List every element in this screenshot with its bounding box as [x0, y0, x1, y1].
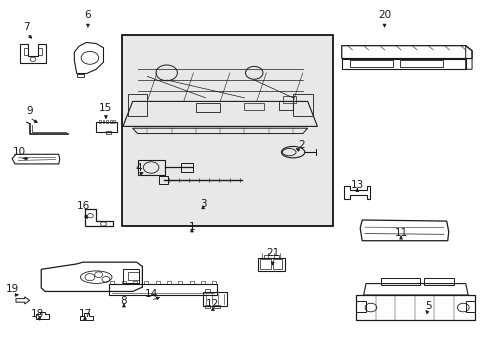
Bar [399, 60, 442, 67]
Text: 21: 21 [265, 248, 279, 258]
Bar [424, 278, 453, 285]
Text: 7: 7 [23, 22, 30, 32]
Bar [133, 281, 137, 284]
Text: 18: 18 [31, 309, 44, 319]
Bar [214, 305, 220, 308]
Bar [181, 163, 193, 172]
Bar [102, 120, 104, 123]
Text: 1: 1 [188, 222, 195, 232]
Bar [203, 292, 227, 306]
Bar [272, 259, 282, 269]
Text: 8: 8 [121, 296, 127, 306]
Bar [201, 281, 204, 284]
Bar [137, 160, 164, 175]
Text: 9: 9 [26, 106, 33, 116]
Bar [204, 289, 210, 292]
Bar [264, 255, 278, 257]
Text: 15: 15 [99, 103, 112, 113]
Text: 10: 10 [13, 147, 26, 157]
Bar [113, 120, 115, 123]
Bar [122, 35, 333, 226]
Text: 14: 14 [144, 289, 158, 298]
Bar [350, 60, 392, 67]
Text: 16: 16 [76, 202, 89, 211]
Bar [260, 259, 270, 269]
Bar [178, 281, 182, 284]
Text: 17: 17 [78, 309, 91, 319]
Bar [144, 281, 148, 284]
Bar [189, 281, 193, 284]
Bar [110, 120, 112, 123]
Bar [122, 281, 125, 284]
Text: 13: 13 [350, 180, 363, 190]
Bar [212, 281, 216, 284]
Text: 6: 6 [84, 10, 91, 20]
Text: 3: 3 [200, 199, 206, 208]
Bar [278, 102, 292, 111]
Bar [122, 269, 138, 283]
Bar [380, 278, 419, 285]
Bar [96, 122, 116, 132]
Text: 12: 12 [206, 299, 219, 309]
Bar [106, 131, 111, 134]
Bar [155, 281, 159, 284]
Bar [196, 103, 220, 112]
Bar [159, 176, 168, 184]
Text: 2: 2 [298, 140, 305, 150]
Text: 11: 11 [394, 228, 407, 238]
Bar [110, 281, 114, 284]
Text: 4: 4 [135, 163, 142, 173]
Bar [258, 257, 285, 271]
Text: 19: 19 [5, 284, 19, 294]
Text: 5: 5 [424, 301, 431, 311]
Bar [204, 305, 210, 308]
Bar [109, 284, 217, 295]
Bar [106, 120, 108, 123]
Bar [99, 120, 101, 123]
Bar [167, 281, 171, 284]
Bar [244, 103, 264, 111]
Bar [283, 96, 295, 103]
Text: 20: 20 [377, 10, 390, 20]
Bar [127, 272, 138, 280]
